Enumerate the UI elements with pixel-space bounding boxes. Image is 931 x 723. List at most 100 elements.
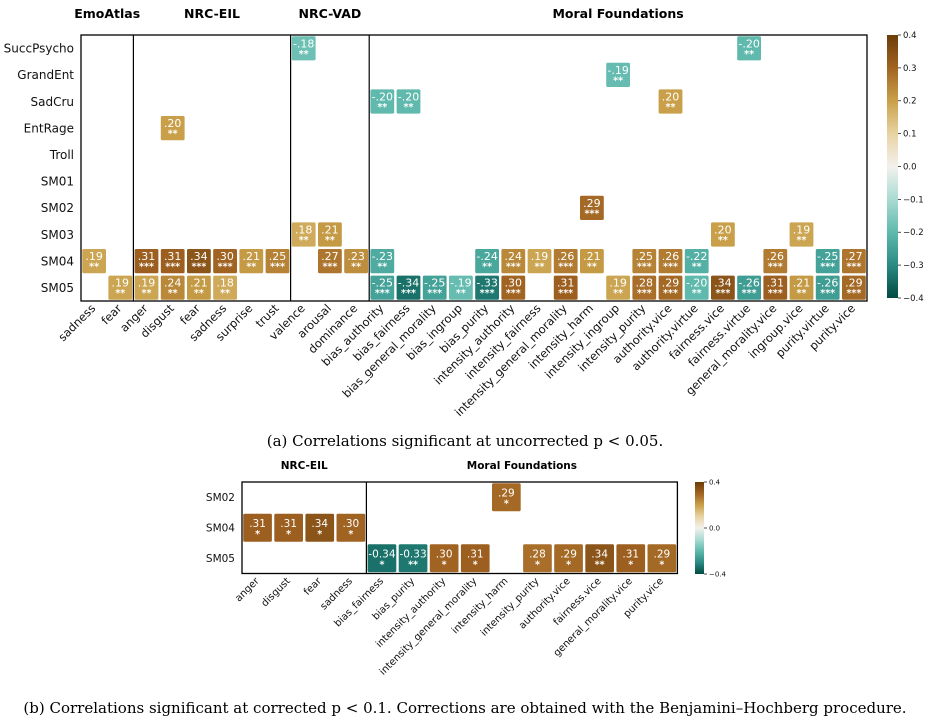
heatmap-cell: .31*** xyxy=(160,249,185,274)
cell-stars: *** xyxy=(191,262,206,273)
heatmap-cell: -.25*** xyxy=(370,275,395,300)
cell-stars: ** xyxy=(220,288,230,299)
cell-fill xyxy=(305,513,335,542)
cell-value: .30 xyxy=(342,518,359,530)
cell-value: -.34 xyxy=(398,277,419,290)
cell-value: .25 xyxy=(636,250,654,263)
cell-fill xyxy=(585,544,614,573)
cell-stars: ** xyxy=(613,288,623,299)
cell-fill xyxy=(842,249,866,274)
heatmap-cell: .34*** xyxy=(187,249,211,274)
cell-fill xyxy=(318,222,342,247)
cell-stars: *** xyxy=(663,288,678,299)
cell-stars: ** xyxy=(744,49,754,60)
cell-value: .21 xyxy=(321,224,339,237)
colorbar xyxy=(695,482,704,574)
cell-stars: *** xyxy=(139,262,154,273)
cell-stars: ** xyxy=(692,288,702,299)
cell-stars: ** xyxy=(666,102,676,113)
cell-fill xyxy=(737,275,761,300)
cell-value: -.22 xyxy=(686,250,707,263)
cell-fill xyxy=(274,513,303,542)
cell-fill xyxy=(336,513,366,542)
cell-fill xyxy=(449,275,473,300)
cell-value: .30 xyxy=(216,250,234,263)
cell-fill xyxy=(318,249,342,274)
heatmap-cell: -.25*** xyxy=(422,275,447,300)
cell-fill xyxy=(554,544,583,573)
heatmap-cell: .31*** xyxy=(763,275,788,300)
cell-value: .31 xyxy=(467,548,484,560)
group-header: EmoAtlas xyxy=(74,6,140,21)
cell-fill xyxy=(789,222,814,247)
cell-fill xyxy=(606,62,630,87)
colorbar-tick-label: −0.4 xyxy=(709,570,727,578)
row-label: SM02 xyxy=(206,492,235,504)
heatmap-cell: .26*** xyxy=(763,249,788,274)
cell-fill xyxy=(553,249,578,274)
heatmap-cell: .21** xyxy=(239,249,264,274)
cell-stars: * xyxy=(473,559,478,570)
cell-stars: *** xyxy=(663,262,678,273)
heatmap-cell: .21** xyxy=(318,222,342,247)
heatmap-cell: .20** xyxy=(711,222,735,247)
heatmap-cell: .31* xyxy=(274,513,303,542)
cell-fill xyxy=(580,249,604,274)
heatmap-cell: -.23** xyxy=(370,249,395,274)
heatmap-cell: .23** xyxy=(344,249,368,274)
cell-fill xyxy=(422,275,447,300)
cell-fill xyxy=(523,544,552,573)
heatmap-cell: .20** xyxy=(160,116,185,141)
cell-value: .24 xyxy=(505,250,523,263)
cell-value: .19 xyxy=(85,250,103,263)
cell-stars: * xyxy=(348,529,353,540)
cell-value: .29 xyxy=(653,548,670,560)
colorbar-tick-label: 0.3 xyxy=(903,64,917,74)
heatmap-cell: .26*** xyxy=(658,249,683,274)
cell-stars: * xyxy=(628,559,633,570)
cell-value: -.20 xyxy=(372,91,393,104)
cell-value: -.19 xyxy=(450,277,471,290)
heatmap-cell: .25*** xyxy=(265,249,290,274)
cell-fill xyxy=(291,222,316,247)
cell-fill xyxy=(460,544,490,573)
cell-stars: ** xyxy=(408,559,418,570)
row-label: SM05 xyxy=(41,281,74,295)
cell-stars: ** xyxy=(377,262,387,273)
cell-stars: ** xyxy=(168,129,178,140)
heatmap-cell: -.26*** xyxy=(815,275,840,300)
cell-fill xyxy=(239,249,264,274)
colorbar xyxy=(887,35,898,298)
heatmap-cell: .31*** xyxy=(134,249,159,274)
row-label: Troll xyxy=(49,148,74,162)
heatmap-cell: -.19** xyxy=(449,275,473,300)
cell-stars: *** xyxy=(820,288,835,299)
cell-value: .29 xyxy=(662,277,680,290)
cell-value: .25 xyxy=(269,250,287,263)
cell-fill xyxy=(632,275,657,300)
caption: (a) Correlations significant at uncorrec… xyxy=(267,432,663,450)
heatmap-cell: -0.34* xyxy=(367,544,397,573)
cell-value: .24 xyxy=(164,277,182,290)
heatmap-cell: .24*** xyxy=(501,249,526,274)
heatmap-cell: .31*** xyxy=(553,275,578,300)
cell-stars: ** xyxy=(482,262,492,273)
cell-value: .31 xyxy=(557,277,575,290)
row-label: EntRage xyxy=(24,121,74,135)
cell-stars: *** xyxy=(558,262,573,273)
cell-fill xyxy=(398,544,428,573)
cell-stars: * xyxy=(286,529,291,540)
cell-fill xyxy=(789,275,814,300)
heatmap-cell: .31* xyxy=(616,544,646,573)
cell-value: .21 xyxy=(243,250,261,263)
cell-value: .21 xyxy=(190,277,208,290)
cell-stars: * xyxy=(317,529,322,540)
cell-value: -0.34 xyxy=(368,548,395,560)
cell-stars: *** xyxy=(768,288,783,299)
heatmap-cell: .21** xyxy=(789,275,814,300)
cell-fill xyxy=(134,275,159,300)
cell-stars: ** xyxy=(194,288,204,299)
cell-fill xyxy=(658,249,683,274)
row-label: SM01 xyxy=(41,175,74,189)
cell-value: -.33 xyxy=(476,277,497,290)
